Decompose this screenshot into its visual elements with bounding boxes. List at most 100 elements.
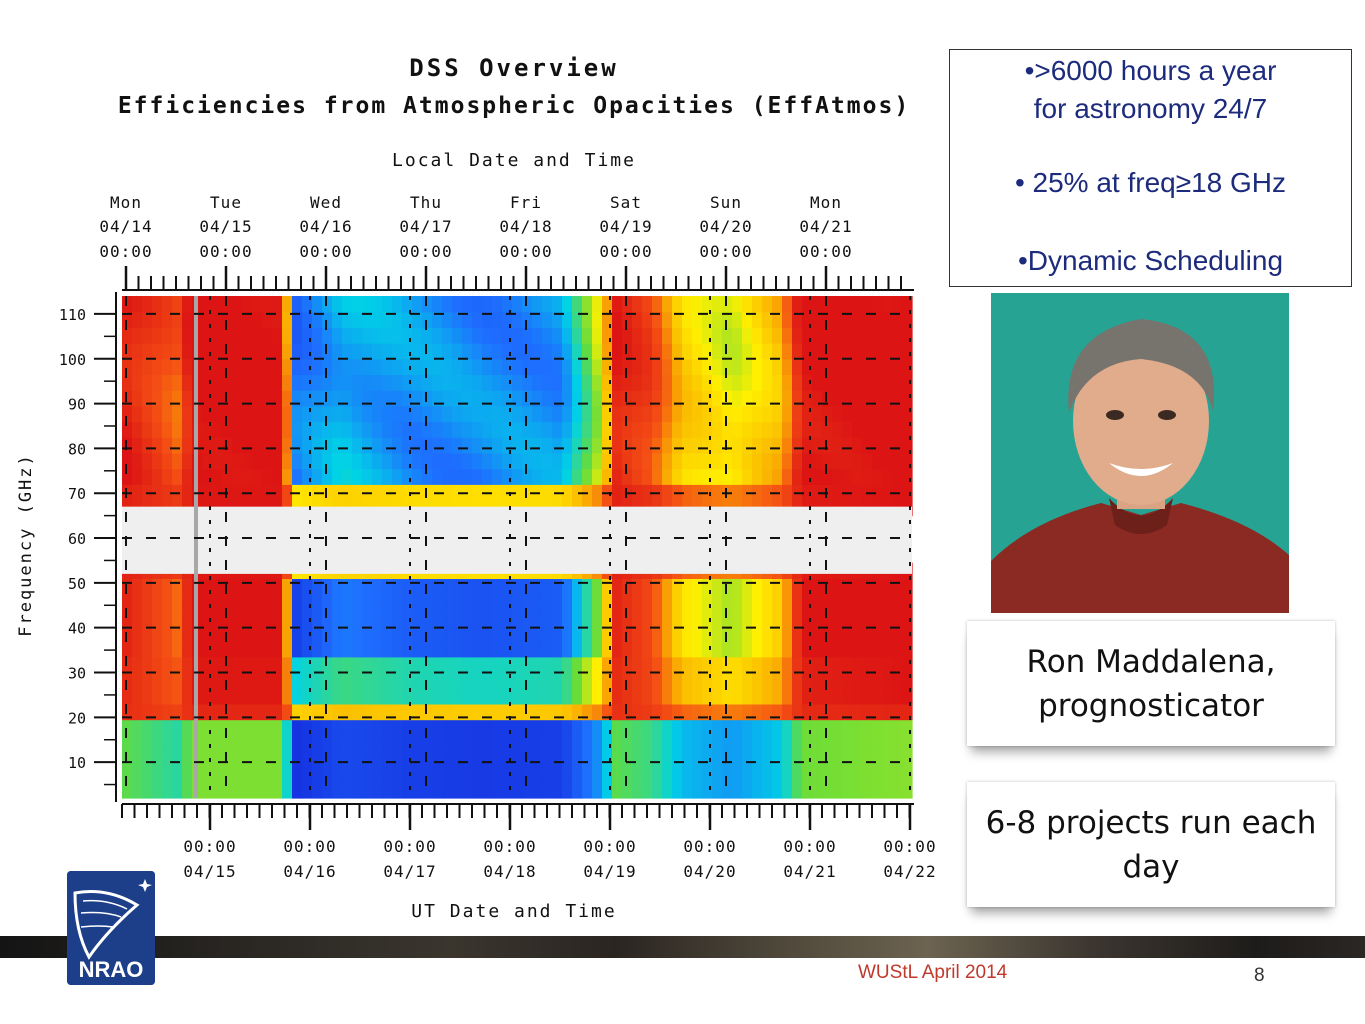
heatmap-cell — [132, 641, 143, 658]
heatmap-cell — [322, 641, 333, 658]
heatmap-cell — [452, 343, 463, 360]
heatmap-cell — [452, 421, 463, 438]
heatmap-cell — [182, 374, 193, 391]
heatmap-cell — [722, 390, 733, 407]
heatmap-cell — [542, 484, 553, 501]
heatmap-cell — [502, 641, 513, 658]
heatmap-cell — [262, 296, 273, 313]
heatmap-cell — [802, 327, 813, 344]
heatmap-cell — [622, 405, 633, 423]
heatmap-cell — [702, 609, 713, 627]
heatmap-cell — [422, 735, 433, 752]
heatmap-cell — [362, 374, 373, 391]
heatmap-cell — [832, 390, 843, 407]
heatmap-cell — [662, 296, 673, 313]
heatmap-cell — [292, 641, 303, 658]
heatmap-cell — [382, 641, 393, 658]
heatmap-cell — [462, 625, 473, 642]
heatmap-cell — [612, 390, 623, 407]
heatmap-cell — [852, 609, 863, 627]
heatmap-cell — [832, 452, 843, 470]
heatmap-cell — [172, 374, 183, 391]
heatmap-cell — [652, 750, 663, 768]
heatmap-cell — [442, 609, 453, 627]
heatmap-cell — [252, 782, 263, 799]
heatmap-cell — [702, 594, 713, 611]
heatmap-cell — [862, 390, 873, 407]
heatmap-cell — [122, 766, 133, 783]
heatmap-cell — [432, 703, 443, 721]
heatmap-cell — [132, 578, 143, 595]
heatmap-cell — [522, 719, 533, 736]
heatmap-cell — [722, 468, 733, 485]
heatmap-cell — [692, 625, 703, 642]
heatmap-cell — [792, 468, 803, 485]
heatmap-cell — [552, 343, 563, 360]
heatmap-cell — [462, 594, 473, 611]
heatmap-cell — [172, 656, 183, 674]
heatmap-cell — [742, 311, 753, 328]
heatmap-cell — [312, 609, 323, 627]
heatmap-cell — [282, 405, 293, 423]
heatmap-cell — [822, 735, 833, 752]
heatmap-cell — [632, 766, 643, 783]
heatmap-cell — [782, 343, 793, 360]
bottom-tick-date: 04/21 — [783, 862, 836, 881]
heatmap-cell — [762, 437, 773, 454]
heatmap-cell — [392, 641, 403, 658]
heatmap-cell — [422, 437, 433, 454]
heatmap-cell — [652, 656, 663, 674]
heatmap-cell — [822, 719, 833, 736]
heatmap-cell — [542, 782, 553, 799]
heatmap-cell — [512, 609, 523, 627]
heatmap-cell — [672, 437, 683, 454]
top-tick-time: 00:00 — [599, 242, 652, 261]
heatmap-cell — [292, 703, 303, 721]
heatmap-cell — [762, 578, 773, 595]
heatmap-cell — [482, 343, 493, 360]
heatmap-cell — [372, 703, 383, 721]
heatmap-cell — [652, 688, 663, 705]
heatmap-cell — [642, 343, 653, 360]
heatmap-cell — [342, 656, 353, 674]
heatmap-cell — [162, 703, 173, 721]
nrao-logo: NRAO — [67, 871, 155, 985]
heatmap-cell — [442, 782, 453, 799]
heatmap-cell — [532, 437, 543, 454]
heatmap-cell — [542, 405, 553, 423]
heatmap-cell — [712, 641, 723, 658]
heatmap-cell — [582, 452, 593, 470]
heatmap-cell — [362, 327, 373, 344]
heatmap-cell — [882, 766, 893, 783]
heatmap-cell — [492, 358, 503, 376]
heatmap-cell — [582, 358, 593, 376]
heatmap-cell — [412, 452, 423, 470]
heatmap-cell — [432, 594, 443, 611]
heatmap-cell — [582, 343, 593, 360]
heatmap-cell — [862, 311, 873, 328]
heatmap-cell — [552, 374, 563, 391]
heatmap-cell — [682, 782, 693, 799]
heatmap-cell — [462, 688, 473, 705]
heatmap-cell — [632, 468, 643, 485]
y-tick-label: 60 — [68, 530, 86, 548]
heatmap-cell — [212, 343, 223, 360]
heatmap-cell — [632, 452, 643, 470]
heatmap-cell — [282, 296, 293, 313]
heatmap-cell — [522, 656, 533, 674]
heatmap-cell — [462, 641, 473, 658]
heatmap-cell — [672, 609, 683, 627]
heatmap-cell — [552, 735, 563, 752]
heatmap-cell — [312, 703, 323, 721]
heatmap-cell — [222, 296, 233, 313]
heatmap-cell — [132, 703, 143, 721]
heatmap-cell — [822, 452, 833, 470]
heatmap-cell — [512, 343, 523, 360]
heatmap-cell — [812, 358, 823, 376]
heatmap-cell — [172, 468, 183, 485]
heatmap-cell — [182, 358, 193, 376]
heatmap-cell — [792, 703, 803, 721]
heatmap-cell — [872, 311, 883, 328]
heatmap-cell — [452, 766, 463, 783]
heatmap-cell — [122, 468, 133, 485]
